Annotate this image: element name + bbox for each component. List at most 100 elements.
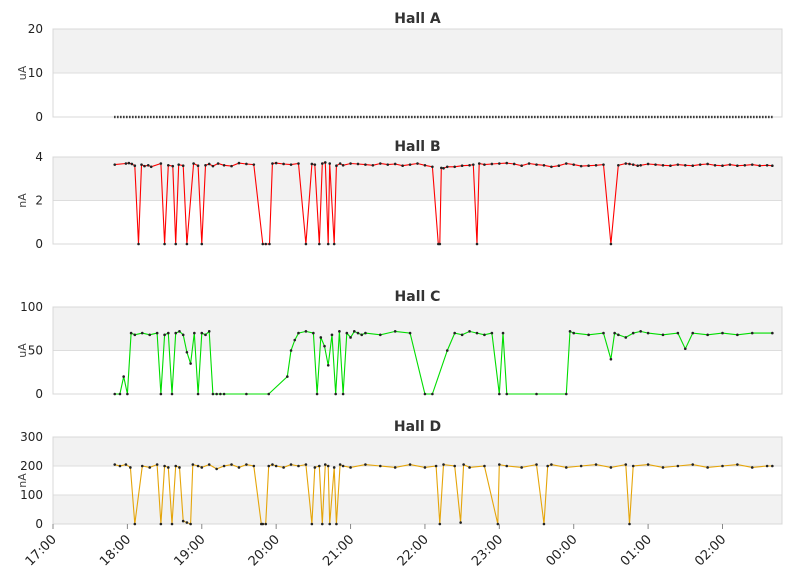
data-point <box>516 115 518 119</box>
data-point <box>313 466 317 469</box>
data-point <box>167 331 170 335</box>
data-point <box>445 165 449 169</box>
data-point <box>444 115 446 119</box>
y-tick-label: 50 <box>28 344 43 358</box>
data-point <box>445 349 449 352</box>
data-point <box>341 392 345 396</box>
data-point <box>192 115 194 119</box>
data-point <box>211 392 215 396</box>
data-point <box>237 161 241 165</box>
data-point <box>490 162 494 166</box>
data-point <box>159 162 163 165</box>
data-point <box>369 115 371 119</box>
data-point <box>264 242 268 246</box>
data-point <box>363 115 365 119</box>
data-point <box>646 331 650 335</box>
data-point <box>310 522 314 526</box>
data-point <box>699 115 701 119</box>
data-point <box>531 115 533 119</box>
data-point <box>300 115 302 119</box>
x-tick-label: 00:00 <box>543 532 580 569</box>
data-point <box>432 115 434 119</box>
data-point <box>691 164 695 167</box>
data-point <box>498 463 501 466</box>
data-point <box>185 242 189 246</box>
data-point <box>237 466 241 469</box>
data-point <box>453 115 455 119</box>
data-point <box>312 115 314 119</box>
data-point <box>204 333 207 337</box>
data-point <box>201 115 203 119</box>
data-point <box>330 115 332 119</box>
data-point <box>600 115 602 119</box>
data-point <box>630 115 632 119</box>
data-point <box>564 162 568 165</box>
data-point <box>165 115 167 119</box>
data-point <box>282 162 285 166</box>
data-point <box>273 115 275 119</box>
data-point <box>696 115 698 119</box>
data-point <box>438 522 442 526</box>
data-point <box>309 115 311 119</box>
data-point <box>364 163 367 166</box>
data-point <box>603 115 605 119</box>
data-point <box>341 163 345 167</box>
data-point <box>330 333 334 337</box>
data-point <box>402 115 404 119</box>
data-point <box>117 115 119 119</box>
data-point <box>372 115 374 119</box>
data-point <box>542 163 546 167</box>
data-point <box>735 115 737 119</box>
data-point <box>663 115 665 119</box>
data-point <box>354 115 356 119</box>
data-point <box>728 163 732 166</box>
data-point <box>137 242 140 246</box>
data-point <box>282 115 284 119</box>
data-point <box>676 464 680 468</box>
data-point <box>270 115 272 119</box>
data-point <box>393 330 397 333</box>
data-point <box>163 242 166 246</box>
x-tick-label: 17:00 <box>23 532 60 569</box>
data-point <box>261 115 263 119</box>
data-point <box>122 375 125 378</box>
data-point <box>150 115 152 119</box>
data-point <box>564 392 568 396</box>
data-point <box>326 363 330 367</box>
data-point <box>642 115 644 119</box>
data-point <box>645 115 647 119</box>
data-point <box>648 115 650 119</box>
data-point <box>512 162 516 166</box>
y-tick-label: 10 <box>28 66 43 80</box>
data-point <box>258 115 260 119</box>
data-point <box>264 115 266 119</box>
data-point <box>135 115 137 119</box>
data-point <box>738 115 740 119</box>
y-tick-label: 2 <box>35 194 43 208</box>
data-point <box>666 115 668 119</box>
data-point <box>159 115 161 119</box>
data-point <box>113 163 117 166</box>
data-point <box>474 115 476 119</box>
data-point <box>222 115 224 119</box>
data-point <box>357 115 359 119</box>
data-point <box>231 115 233 119</box>
data-point <box>579 164 583 168</box>
data-point <box>460 333 464 337</box>
y-tick-label: 200 <box>20 459 43 473</box>
data-point <box>750 115 752 119</box>
data-point <box>771 464 774 468</box>
data-point <box>429 115 431 119</box>
data-point <box>513 115 515 119</box>
data-point <box>360 115 362 119</box>
data-point <box>411 115 413 119</box>
data-point <box>459 115 461 119</box>
data-point <box>621 115 623 119</box>
data-point <box>765 115 767 119</box>
data-point <box>759 115 761 119</box>
data-point <box>141 115 143 119</box>
data-point <box>240 115 242 119</box>
data-point <box>297 115 299 119</box>
data-point <box>114 115 116 119</box>
